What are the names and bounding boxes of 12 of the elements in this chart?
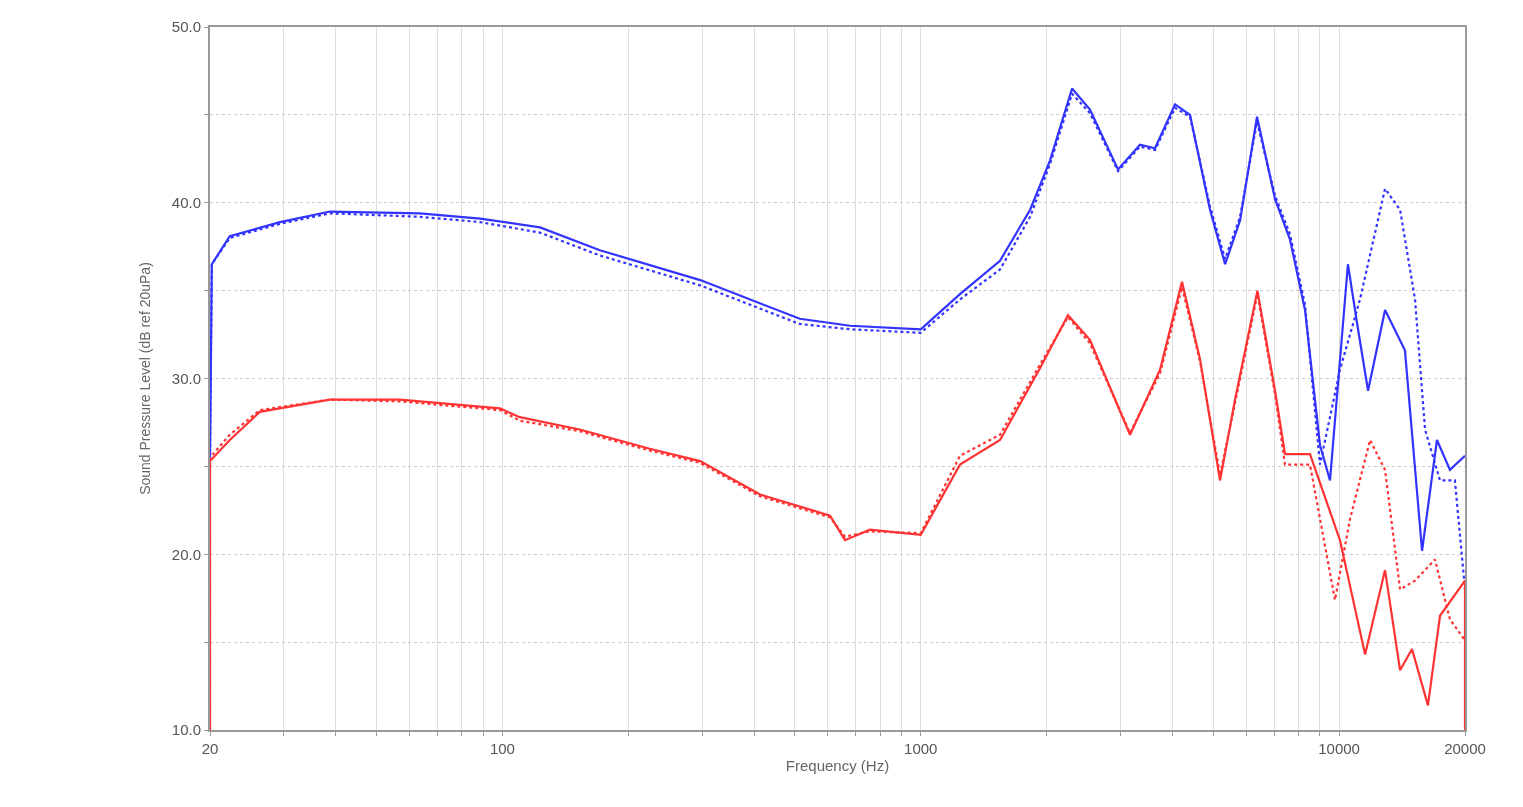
- x-tick-label: 10000: [1318, 740, 1360, 757]
- y-tick-label: 40.0: [171, 194, 201, 211]
- y-tick-label: 20.0: [171, 545, 201, 563]
- y-tick-label: 10.0: [171, 721, 201, 739]
- x-tick-label: 1000: [904, 740, 938, 757]
- x-tick-label: 100: [489, 740, 515, 757]
- x-axis-title: Frequency (Hz): [785, 756, 890, 774]
- y-tick-label: 50.0: [171, 18, 201, 36]
- x-tick-label: 20: [201, 740, 219, 757]
- y-tick-label: 30.0: [171, 369, 201, 387]
- y-axis-title: Sound Pressure Level (dB ref 20uPa): [136, 262, 153, 495]
- x-tick-label: 20000: [1444, 740, 1486, 757]
